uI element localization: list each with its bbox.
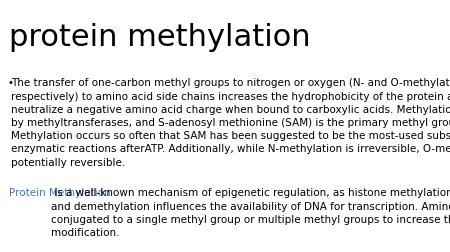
Text: The transfer of one-carbon methyl groups to nitrogen or oxygen (N- and O-methyla: The transfer of one-carbon methyl groups… (11, 78, 450, 167)
Text: •: • (7, 78, 14, 88)
Text: Protein Methylation: Protein Methylation (9, 188, 110, 198)
Text: is a well-known mechanism of epigenetic regulation, as histone methylation
and d: is a well-known mechanism of epigenetic … (51, 188, 450, 237)
Text: protein methylation: protein methylation (9, 23, 310, 52)
